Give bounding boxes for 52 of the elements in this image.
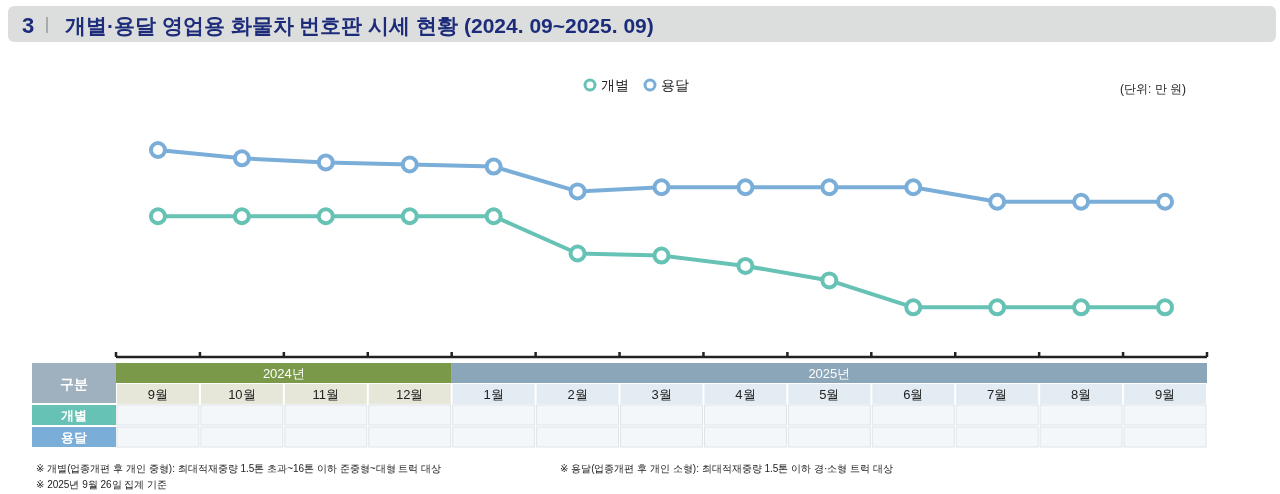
point (232, 149, 251, 168)
point (736, 256, 755, 275)
x-tick-label: 4월 (735, 387, 756, 402)
point (988, 192, 1007, 211)
point (1156, 298, 1175, 317)
x-tick-label: 10월 (228, 387, 256, 402)
point (904, 178, 923, 197)
x-tick-label: 9월 (147, 387, 169, 402)
text: 구분 (60, 376, 88, 392)
x-tick-label: 2월 (567, 387, 588, 402)
point (484, 207, 503, 226)
text: (단위: 만 원) (1120, 82, 1186, 96)
point (400, 207, 419, 226)
legend-label: 개별 (601, 77, 629, 93)
x-tick-label: 1월 (483, 387, 504, 402)
point (820, 271, 839, 290)
point (316, 207, 335, 226)
point (484, 157, 503, 176)
point (736, 178, 755, 197)
x-tick-label: 11월 (312, 387, 340, 402)
point (988, 298, 1007, 317)
point (652, 246, 671, 265)
point (1156, 192, 1175, 211)
legend-label: 용달 (661, 77, 689, 93)
point (652, 178, 671, 197)
point (400, 155, 419, 174)
text: ※ 용달(업종개편 후 개인 소형): 최대적재중량 1.5톤 이하 경·소형 트럭 대상 (560, 463, 893, 474)
text: 2024년 (262, 366, 305, 381)
point (316, 153, 335, 172)
point (904, 298, 923, 317)
x-tick-label: 9월 (1154, 387, 1176, 402)
point (232, 207, 251, 226)
text: 2025년 (808, 366, 851, 381)
x-tick-label: 8월 (1071, 387, 1092, 402)
text: 개별 (61, 408, 87, 423)
point (148, 207, 167, 226)
point (568, 182, 587, 201)
x-tick-label: 7월 (987, 387, 1008, 402)
text: 3 (22, 13, 35, 38)
x-tick-label: 5월 (819, 387, 840, 402)
x-tick-label: 12월 (396, 387, 424, 402)
x-tick-label: 6월 (903, 387, 924, 402)
point (820, 178, 839, 197)
text: ※ 2025년 9월 26일 집계 기준 (36, 479, 168, 490)
point (148, 141, 167, 159)
point (568, 244, 587, 263)
text: ※ 개별(업종개편 후 개인 중형): 최대적재중량 1.5톤 초과~16톤 이하 준중형~대형 트럭 대상 (36, 463, 442, 474)
x-tick-label: 3월 (651, 387, 672, 402)
point (1072, 192, 1091, 211)
text: 용달 (61, 430, 87, 445)
point (1072, 298, 1091, 317)
chart-title: 개별·용달 영업용 화물차 번호판 시세 현황 (2024. 09~2025. 09) (65, 14, 654, 37)
